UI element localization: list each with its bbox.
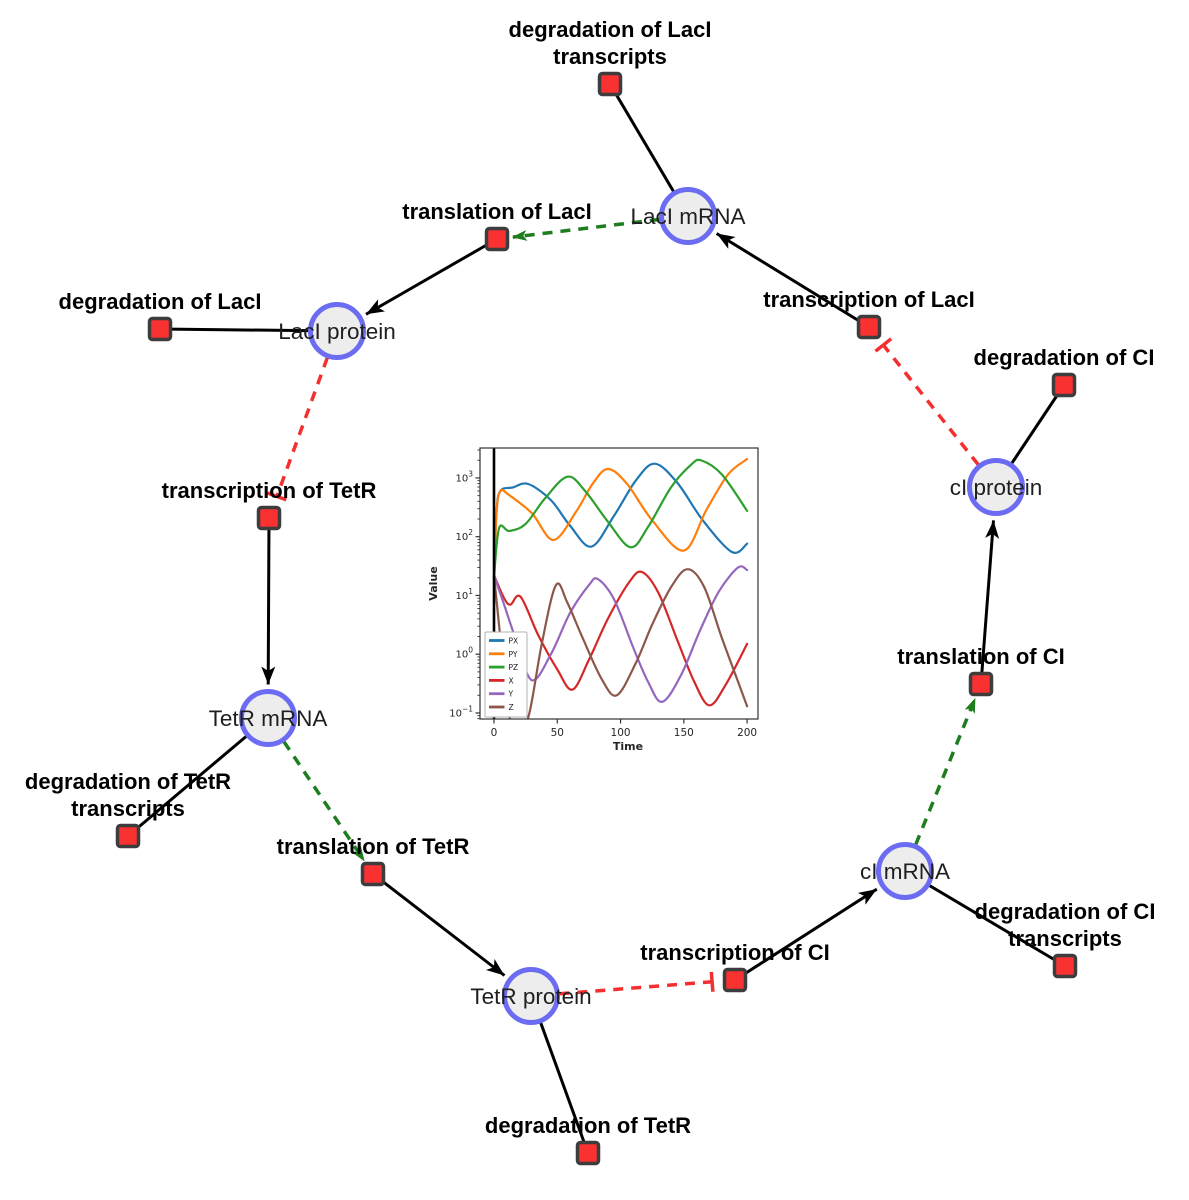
edge-transl-ci-ci-protein xyxy=(979,520,1000,685)
species-label-tetr-protein: TetR protein xyxy=(470,984,591,1009)
reaction-node-deg-laci-tx[interactable] xyxy=(597,71,623,97)
reaction-label-deg-laci-tx-line2: transcripts xyxy=(553,44,667,69)
species-label-tetr-mrna: TetR mRNA xyxy=(209,706,328,731)
edge-transl-laci-laci-protein xyxy=(365,237,498,316)
x-tick-label: 200 xyxy=(737,727,757,739)
simulation-plot: 0 50 100 150 20010−1100101102103TimeValuePXP… xyxy=(427,428,781,759)
species-node-laci-protein[interactable] xyxy=(308,302,366,360)
edge-tetr-protein-tx-ci xyxy=(559,971,715,996)
x-tick-label: 100 xyxy=(611,727,631,739)
edge-tetr-mrna-deg-tetr-tx xyxy=(127,716,269,838)
x-tick-label: 0 xyxy=(491,727,498,739)
edge-ci-mrna-transl-ci xyxy=(914,697,977,846)
legend-label-Y: Y xyxy=(508,690,514,699)
species-node-tetr-protein[interactable] xyxy=(502,967,560,1025)
reaction-label-deg-tetr-line1: degradation of TetR xyxy=(485,1113,691,1138)
reaction-label-deg-tetr-tx-line2: transcripts xyxy=(71,796,185,821)
x-tick-label: 50 xyxy=(551,727,564,739)
edge-tx-ci-ci-mrna xyxy=(734,887,878,982)
axes-frame xyxy=(479,447,759,720)
reaction-node-tx-ci[interactable] xyxy=(722,967,748,993)
legend-label-PY: PY xyxy=(509,650,518,659)
reaction-node-deg-laci[interactable] xyxy=(147,316,173,342)
reaction-node-transl-ci[interactable] xyxy=(968,671,994,697)
species-label-ci-mrna: cI mRNA xyxy=(860,859,950,884)
series-Z xyxy=(492,568,749,719)
edge-laci-protein-deg-laci xyxy=(159,327,338,333)
species-label-ci-protein: cI protein xyxy=(950,475,1043,500)
edge-tetr-mrna-transl-tetr xyxy=(282,740,366,862)
reaction-label-deg-ci-tx-line1: degradation of CI xyxy=(975,899,1156,924)
reaction-label-transl-ci-line1: translation of CI xyxy=(897,644,1064,669)
reaction-node-deg-ci[interactable] xyxy=(1051,372,1077,398)
edge-transl-tetr-tetr-protein xyxy=(372,872,506,977)
edge-ci-mrna-deg-ci-tx xyxy=(904,869,1066,968)
species-label-laci-protein: LacI protein xyxy=(278,319,396,344)
reaction-node-tx-laci[interactable] xyxy=(856,314,882,340)
species-node-ci-mrna[interactable] xyxy=(876,842,934,900)
series-X xyxy=(492,570,749,707)
nodes-layer xyxy=(115,71,1078,1166)
reaction-label-deg-laci-tx-line1: degradation of LacI xyxy=(509,17,712,42)
legend-label-PZ: PZ xyxy=(509,663,519,672)
reaction-label-deg-ci-line1: degradation of CI xyxy=(974,345,1155,370)
reaction-label-transl-laci-line1: translation of LacI xyxy=(402,199,591,224)
y-axis-label: Value xyxy=(427,566,440,600)
reaction-node-deg-ci-tx[interactable] xyxy=(1052,953,1078,979)
plot-curves xyxy=(492,457,749,719)
legend-label-X: X xyxy=(509,676,514,685)
reaction-label-deg-tetr-tx-line1: degradation of TetR xyxy=(25,769,231,794)
reaction-node-tx-tetr[interactable] xyxy=(256,505,282,531)
edge-tx-laci-laci-mrna xyxy=(715,232,870,329)
reaction-node-deg-tetr[interactable] xyxy=(575,1140,601,1166)
x-axis-label: Time xyxy=(613,740,643,753)
edge-laci-mrna-transl-laci xyxy=(511,217,660,241)
reaction-label-deg-ci-tx-line2: transcripts xyxy=(1008,926,1122,951)
species-node-laci-mrna[interactable] xyxy=(659,187,717,245)
reaction-label-tx-laci-line1: transcription of LacI xyxy=(763,287,974,312)
series-PY xyxy=(492,457,749,579)
labels-layer: degradation of LacItranscriptstranslatio… xyxy=(25,17,1156,1138)
edge-tx-tetr-tetr-mrna xyxy=(261,517,276,685)
reaction-node-transl-laci[interactable] xyxy=(484,226,510,252)
reaction-node-deg-tetr-tx[interactable] xyxy=(115,823,141,849)
edge-ci-protein-tx-laci xyxy=(874,337,980,466)
reaction-label-tx-tetr-line1: transcription of TetR xyxy=(162,478,377,503)
species-label-laci-mrna: LacI mRNA xyxy=(630,204,745,229)
species-node-ci-protein[interactable] xyxy=(967,458,1025,516)
plot-background xyxy=(428,428,781,759)
legend-label-Z: Z xyxy=(509,703,514,712)
reaction-label-deg-laci-line1: degradation of LacI xyxy=(59,289,262,314)
reaction-label-transl-tetr-line1: translation of TetR xyxy=(277,834,470,859)
reaction-label-tx-ci-line1: transcription of CI xyxy=(640,940,829,965)
edge-laci-protein-tx-tetr xyxy=(266,357,329,502)
species-node-tetr-mrna[interactable] xyxy=(239,689,297,747)
plot-legend: PX PY PZ XYZ xyxy=(484,631,528,718)
reaction-node-transl-tetr[interactable] xyxy=(360,861,386,887)
legend-label-PX: PX xyxy=(509,637,519,646)
series-PZ xyxy=(492,458,749,579)
x-tick-label: 150 xyxy=(674,727,694,739)
